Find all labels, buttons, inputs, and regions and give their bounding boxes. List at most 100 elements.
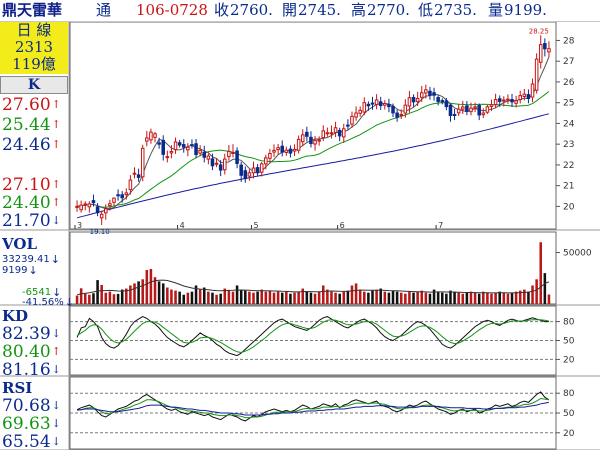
- candle-body: [153, 133, 157, 138]
- candle-body: [169, 150, 174, 154]
- candle-body: [321, 130, 326, 139]
- stock-code: 106-0728: [136, 1, 208, 19]
- candle-body: [202, 151, 207, 158]
- price-tick-label: 27: [563, 57, 574, 67]
- volume-bar: [502, 292, 506, 304]
- kd-value-1: 80.40↑: [2, 342, 61, 362]
- candle-body: [120, 194, 124, 199]
- price-tick-label: 28: [563, 36, 575, 46]
- volume-bar: [174, 290, 177, 304]
- volume-bar: [379, 288, 382, 304]
- price-ma-mid-line: [77, 91, 550, 208]
- candle-body: [485, 106, 490, 113]
- volume-bar: [547, 294, 551, 304]
- candle-body: [210, 158, 215, 167]
- candle-body: [112, 197, 116, 203]
- candle-body: [280, 145, 284, 153]
- volume-bar: [235, 285, 239, 304]
- volume-bar: [354, 283, 358, 304]
- volume-bar: [75, 295, 79, 304]
- arrow-up-icon: ↑: [51, 118, 61, 131]
- month-label: 3: [77, 221, 82, 230]
- volume-bar: [260, 289, 263, 304]
- candle-body: [247, 172, 252, 177]
- kd-tick-label: 20: [563, 355, 575, 365]
- volume-bar: [231, 291, 235, 304]
- candle-body: [259, 163, 264, 173]
- price-tick-label: 26: [563, 78, 575, 88]
- volume-bar: [313, 293, 317, 304]
- volume-bar: [334, 292, 337, 304]
- candle-body: [223, 158, 227, 171]
- volume-bar: [317, 291, 321, 304]
- candle-body: [469, 107, 473, 113]
- arrow-down-icon: ↓: [51, 214, 61, 227]
- volume-bar: [494, 292, 497, 304]
- candle-body: [83, 203, 88, 206]
- volume-bar: [399, 292, 403, 304]
- candle-body: [346, 124, 350, 127]
- candle-body: [284, 149, 289, 153]
- volume-bar: [239, 289, 243, 304]
- volume-bar: [420, 290, 424, 304]
- volume-bar: [170, 289, 173, 304]
- candle-body: [387, 104, 391, 108]
- candle-body: [502, 99, 506, 102]
- market-label: 通: [96, 1, 112, 19]
- volume-bar: [469, 291, 473, 304]
- candle-body: [514, 100, 518, 104]
- candle-body: [218, 164, 223, 171]
- candle-body: [227, 150, 231, 158]
- volume-bar: [186, 292, 190, 304]
- arrow-down-icon: ↓: [64, 296, 74, 309]
- volume-bar: [531, 285, 534, 304]
- candle-body: [452, 114, 457, 117]
- candle-body: [444, 100, 449, 108]
- lower-value-1: 24.40↑: [2, 193, 61, 213]
- candle-body: [75, 205, 79, 208]
- volume-bar: [506, 293, 510, 304]
- volume-bar: [79, 288, 83, 304]
- volume-bar: [383, 291, 387, 304]
- volume-bar: [440, 292, 444, 304]
- candle-body: [383, 103, 387, 106]
- candle-body: [190, 144, 194, 147]
- candle-body: [547, 48, 551, 53]
- kd-series-0-line: [76, 316, 549, 357]
- volume-bar: [330, 291, 333, 304]
- candle-body: [288, 148, 293, 154]
- period-box: 日 線 2313 119億: [0, 22, 68, 74]
- vol-value-0: 33239.41↓: [2, 253, 60, 266]
- volume-bar: [416, 291, 419, 304]
- candle-body: [165, 156, 170, 159]
- candle-body: [378, 101, 383, 107]
- close-value: 2760.: [230, 1, 273, 19]
- period-label: 日 線: [16, 21, 52, 39]
- volume-bar: [276, 291, 280, 304]
- candle-body: [276, 147, 280, 151]
- volume-bar: [461, 293, 465, 304]
- candle-body: [506, 98, 510, 101]
- month-label: 6: [340, 221, 345, 230]
- candle-body: [362, 102, 367, 113]
- volume-bar: [445, 293, 448, 304]
- candle-body: [497, 98, 502, 102]
- price-tick-label: 25: [563, 99, 574, 109]
- volume-label: 量: [488, 1, 504, 19]
- rsi-value-0: 70.68↓: [2, 396, 61, 416]
- candle-body: [481, 112, 486, 116]
- low-label: 低: [418, 1, 434, 19]
- candle-body: [350, 115, 354, 125]
- candle-body: [87, 203, 92, 208]
- volume-bar: [527, 291, 530, 304]
- candle-body: [145, 137, 149, 142]
- candle-body: [161, 139, 165, 155]
- price-extreme-label: 28.25: [529, 27, 549, 35]
- volume-bar: [490, 293, 493, 304]
- volume-bar: [293, 292, 296, 304]
- candle-body: [116, 194, 120, 197]
- volume-ma-line: [77, 279, 550, 296]
- rsi-value-2: 65.54↓: [2, 432, 61, 452]
- high-value: 2770.: [367, 1, 410, 19]
- volume-bar: [133, 283, 136, 304]
